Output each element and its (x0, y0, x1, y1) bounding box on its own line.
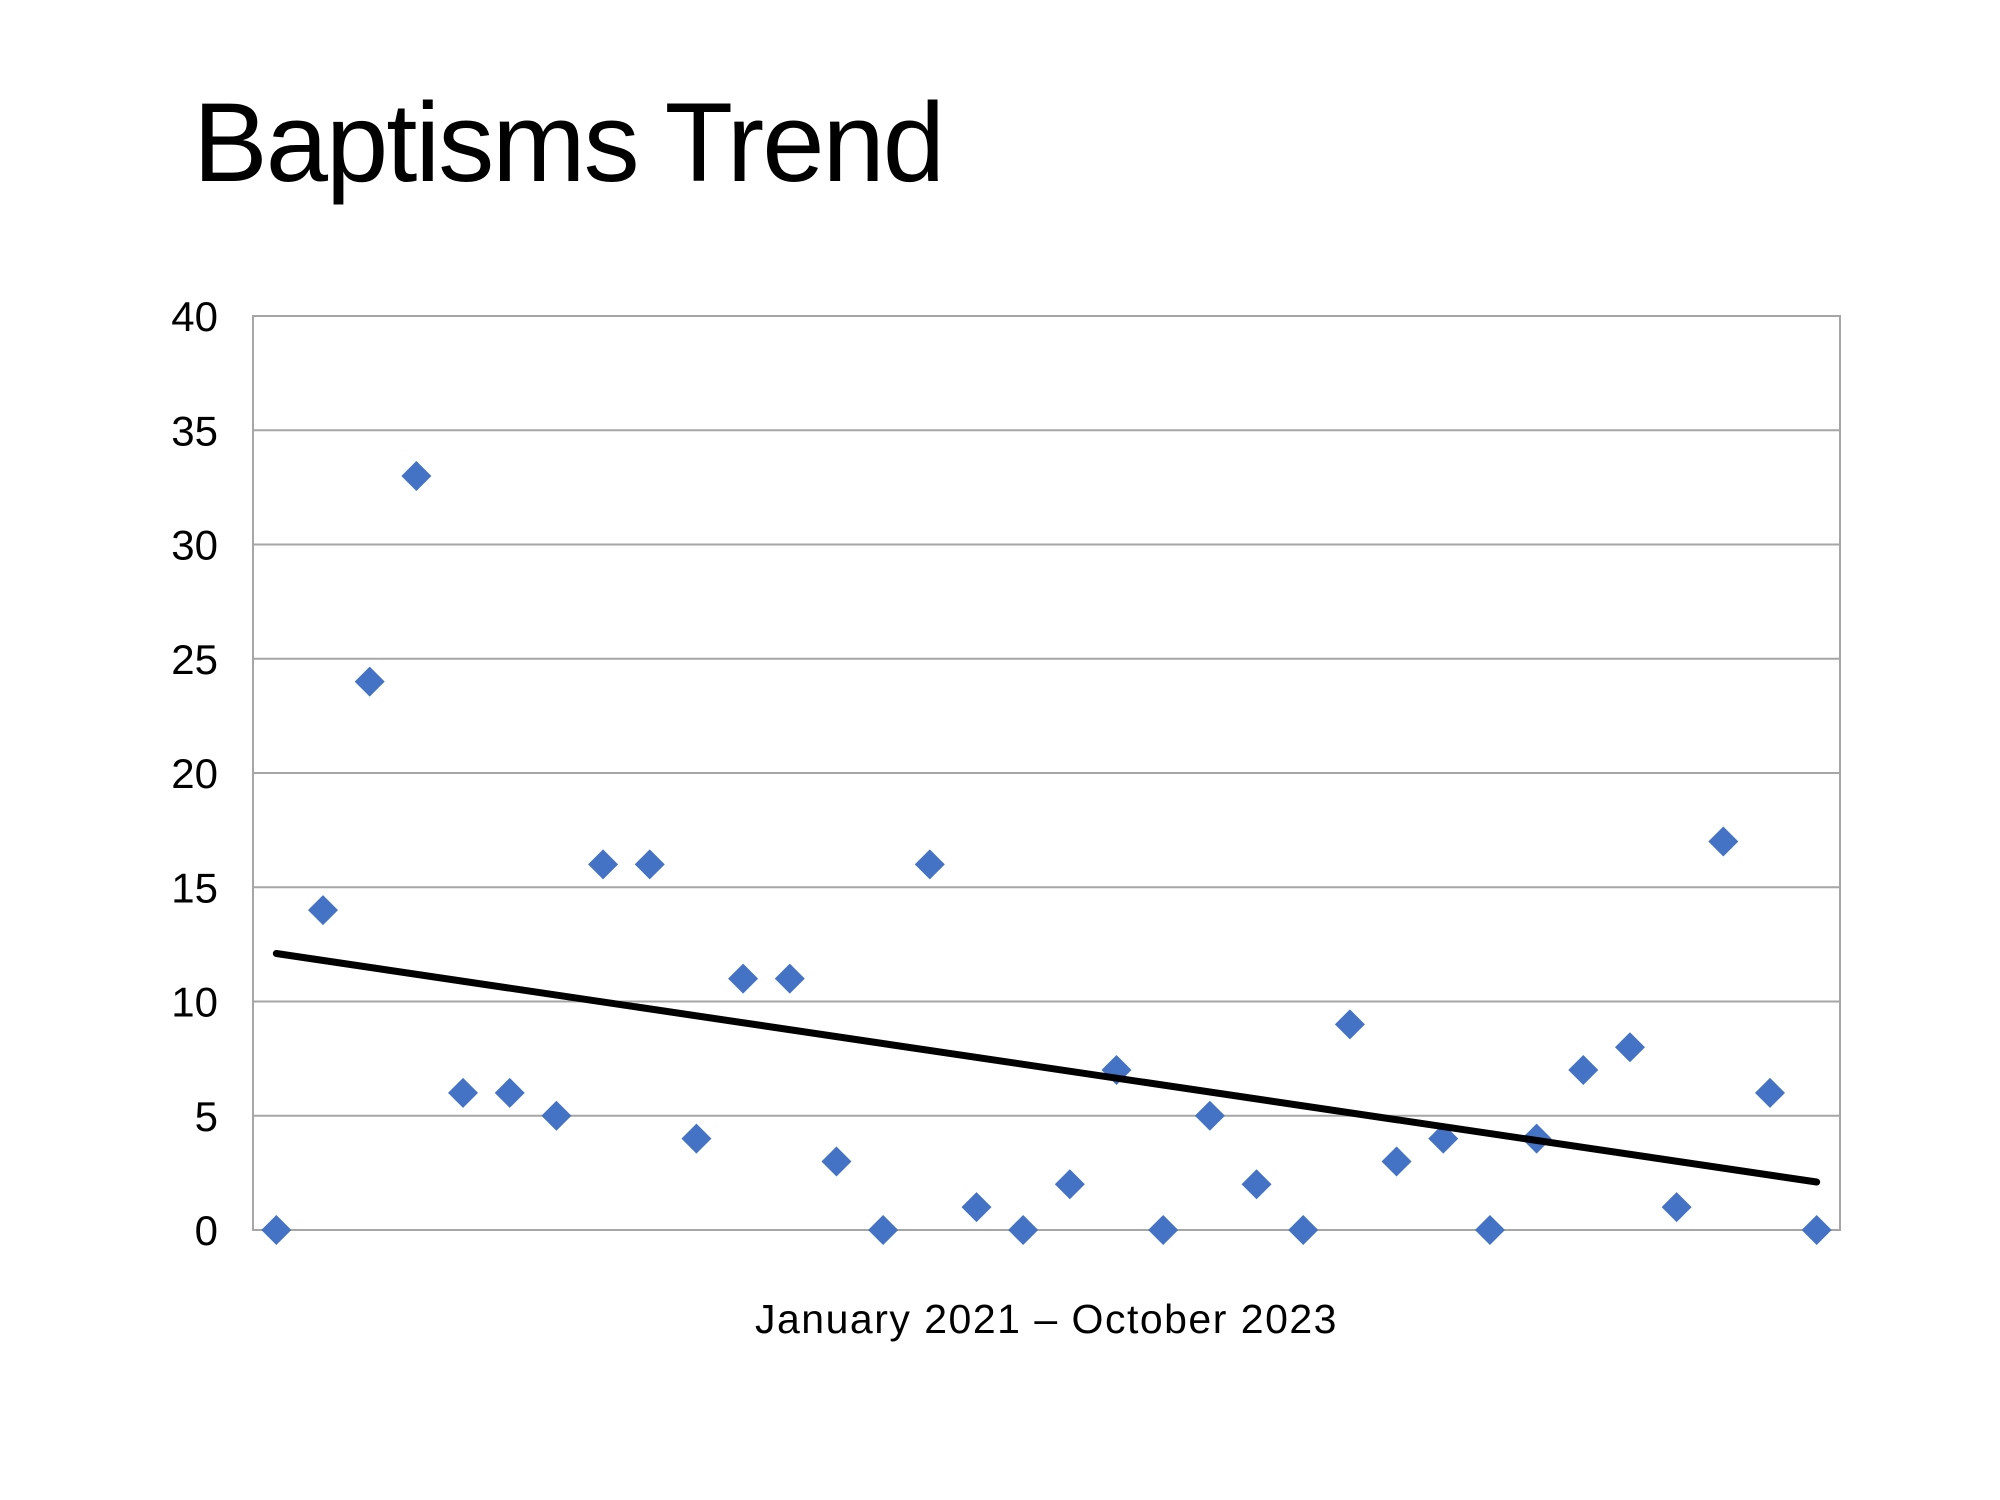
y-tick-label: 15 (171, 864, 218, 911)
y-tick-label: 35 (171, 407, 218, 454)
y-tick-label: 0 (195, 1207, 218, 1254)
y-tick-label: 30 (171, 522, 218, 569)
data-point-diamond (1288, 1215, 1319, 1245)
data-point-diamond (868, 1215, 899, 1245)
data-point-diamond (1334, 1009, 1365, 1040)
data-point-diamond (1194, 1100, 1225, 1131)
data-point-diamond (1008, 1215, 1039, 1245)
data-point-diamond (308, 895, 339, 926)
data-point-diamond (1614, 1032, 1645, 1063)
plot-border (252, 315, 1841, 1231)
data-point-diamond (961, 1192, 992, 1223)
data-point-diamond (1054, 1169, 1085, 1200)
data-point-diamond (541, 1100, 572, 1131)
data-point-diamond (494, 1077, 525, 1108)
data-point-diamond (1148, 1215, 1179, 1245)
y-tick-label: 10 (171, 979, 218, 1026)
data-point-diamond (588, 849, 619, 880)
data-point-diamond (774, 963, 805, 994)
x-axis-label: January 2021 – October 2023 (755, 1296, 1338, 1342)
data-point-diamond (1754, 1077, 1785, 1108)
data-point-diamond (448, 1077, 479, 1108)
data-point-diamond (634, 849, 665, 880)
y-tick-label: 20 (171, 750, 218, 797)
data-point-diamond (728, 963, 759, 994)
data-point-diamond (1568, 1055, 1599, 1086)
data-point-diamond (1801, 1215, 1832, 1245)
data-point-diamond (1474, 1215, 1505, 1245)
data-point-diamond (821, 1146, 852, 1177)
data-point-diamond (401, 460, 432, 491)
data-point-diamond (1241, 1169, 1272, 1200)
data-point-diamond (1381, 1146, 1412, 1177)
y-tick-label: 5 (195, 1093, 218, 1140)
y-tick-label: 40 (171, 293, 218, 340)
data-point-diamond (1708, 826, 1739, 857)
trend-line (272, 950, 1821, 1186)
data-point-diamond (1661, 1192, 1692, 1223)
data-point-diamond (681, 1123, 712, 1154)
data-point-diamond (354, 666, 385, 697)
data-point-diamond (914, 849, 945, 880)
data-point-diamond (261, 1215, 292, 1245)
y-tick-label: 25 (171, 636, 218, 683)
chart-title: Baptisms Trend (193, 80, 945, 205)
